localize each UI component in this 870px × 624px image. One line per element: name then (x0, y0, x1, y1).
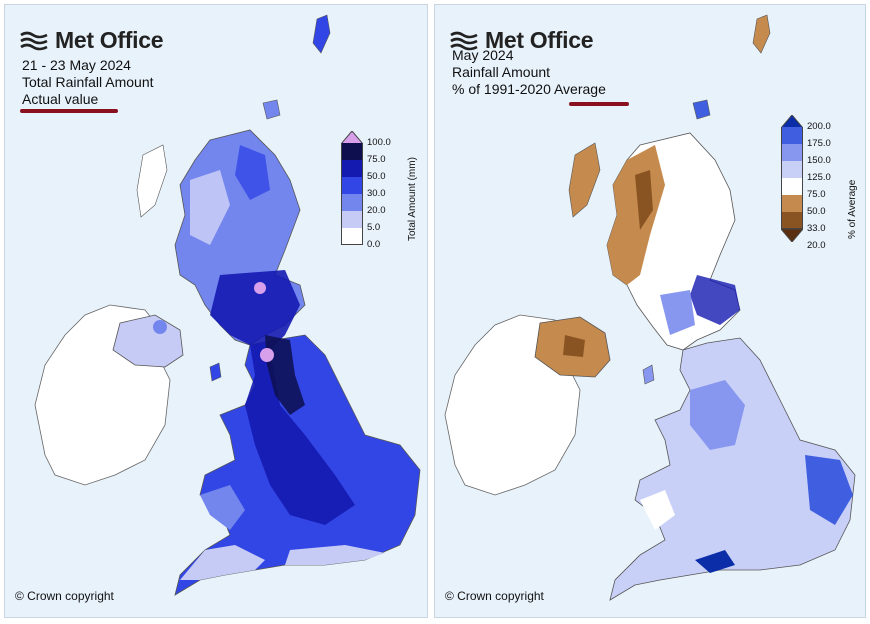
anomaly-legend-swatch (781, 195, 803, 212)
met-office-brand: Met Office (449, 27, 593, 54)
brand-name: Met Office (485, 27, 594, 53)
anomaly-legend-swatch (781, 178, 803, 195)
title-underline (569, 102, 629, 106)
copyright-label: © Crown copyright (445, 589, 544, 603)
rainfall-legend-swatch (341, 194, 363, 211)
rainfall-legend-tick: 5.0 (367, 222, 381, 233)
right-anomaly-map (444, 14, 856, 601)
orkney-shape (262, 99, 281, 120)
isle-of-man-shape (642, 364, 655, 385)
left-map-panel: Met Office 21 - 23 May 2024 Total Rainfa… (4, 4, 428, 618)
rainfall-legend-tick: 30.0 (367, 188, 386, 199)
isle-of-man-shape (209, 362, 222, 382)
anomaly-legend-bottom-arrow (781, 229, 803, 242)
rainfall-legend: 100.0 75.0 50.0 30.0 20.0 5.0 0.0 Total Amount … (341, 131, 427, 301)
anomaly-legend-swatch (781, 127, 803, 144)
left-rainfall-map (34, 14, 421, 596)
brand-name: Met Office (55, 27, 164, 53)
outer-hebrides-shape (568, 142, 601, 218)
met-office-logo-icon (20, 31, 48, 50)
metric-label: Total Rainfall Amount (22, 74, 154, 90)
rainfall-legend-swatch (341, 211, 363, 228)
anomaly-legend: 200.0 175.0 150.0 125.0 75.0 50.0 33.0 20.0 % of… (781, 115, 865, 285)
rainfall-legend-tick: 100.0 (367, 137, 391, 148)
rainfall-legend-swatch (341, 177, 363, 194)
metric-label: Rainfall Amount (452, 64, 551, 80)
rainfall-legend-tick: 50.0 (367, 171, 386, 182)
anomaly-legend-tick: 125.0 (807, 172, 831, 183)
rainfall-legend-tick: 20.0 (367, 205, 386, 216)
rainfall-legend-tick: 75.0 (367, 154, 386, 165)
outer-hebrides-shape (136, 144, 168, 218)
rainfall-legend-tick: 0.0 (367, 239, 381, 250)
shetland-shape (752, 14, 771, 54)
right-map-panel: Met Office May 2024 Rainfall Amount % of… (434, 4, 866, 618)
rainfall-legend-title: Total Amount (mm) (407, 157, 418, 241)
met-office-brand: Met Office (19, 27, 163, 54)
anomaly-legend-swatch (781, 212, 803, 229)
anomaly-legend-tick: 33.0 (807, 223, 826, 234)
anomaly-legend-title: % of Average (847, 179, 858, 239)
rainfall-legend-swatch (341, 228, 363, 245)
rainfall-legend-top-arrow (341, 131, 363, 144)
anomaly-legend-tick: 50.0 (807, 206, 826, 217)
rainfall-legend-swatch (341, 143, 363, 160)
date-range-label: 21 - 23 May 2024 (22, 57, 131, 73)
date-label: May 2024 (452, 47, 514, 63)
anomaly-legend-tick: 200.0 (807, 121, 831, 132)
anomaly-legend-swatch (781, 161, 803, 178)
anomaly-legend-swatch (781, 144, 803, 161)
anomaly-legend-tick: 75.0 (807, 189, 826, 200)
copyright-label: © Crown copyright (15, 589, 114, 603)
rainfall-legend-swatch (341, 160, 363, 177)
shetland-shape (312, 14, 331, 54)
met-office-logo-icon (450, 31, 478, 50)
anomaly-legend-tick: 175.0 (807, 138, 831, 149)
england-wales-shape (609, 337, 856, 601)
anomaly-legend-top-arrow (781, 115, 803, 128)
anomaly-legend-tick: 20.0 (807, 240, 826, 251)
anomaly-legend-tick: 150.0 (807, 155, 831, 166)
orkney-shape (692, 99, 711, 120)
value-type-label: % of 1991-2020 Average (452, 81, 606, 97)
title-underline (20, 109, 118, 113)
value-type-label: Actual value (22, 91, 99, 107)
